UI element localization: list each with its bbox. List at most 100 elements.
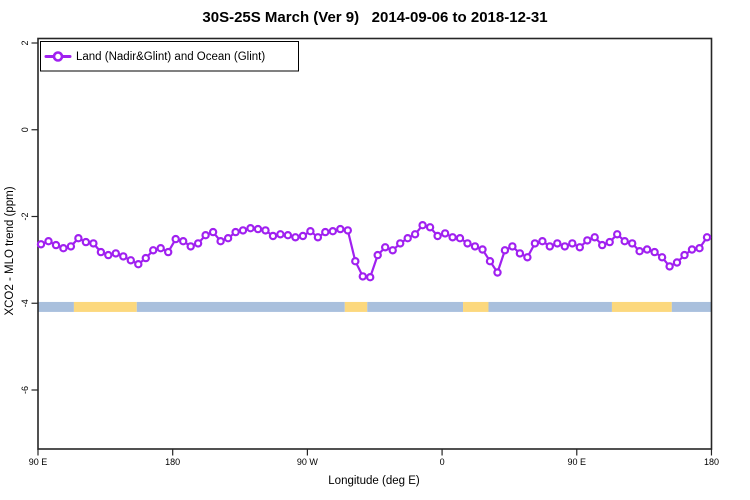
data-point-marker xyxy=(223,233,233,243)
data-point-marker xyxy=(553,239,562,248)
data-point-marker xyxy=(500,246,510,255)
data-point-marker xyxy=(687,245,697,254)
legend-marker-circle xyxy=(52,51,64,62)
y-tick-label: 2 xyxy=(20,40,30,45)
data-point-marker xyxy=(291,233,300,242)
data-point-marker xyxy=(268,231,278,241)
data-point-marker xyxy=(530,239,540,248)
data-point-marker xyxy=(261,226,270,235)
data-point-marker xyxy=(336,224,345,234)
data-point-marker xyxy=(96,247,106,257)
x-tick-label: 0 xyxy=(440,457,445,467)
data-point-marker xyxy=(81,237,91,247)
data-point-marker xyxy=(583,236,592,245)
data-point-marker xyxy=(141,253,150,263)
data-point-marker xyxy=(523,253,532,262)
data-point-marker xyxy=(403,233,412,243)
data-point-marker xyxy=(111,249,121,258)
data-point-marker xyxy=(463,239,472,248)
legend-box xyxy=(40,41,299,72)
data-point-marker xyxy=(246,223,255,233)
data-point-marker xyxy=(478,245,487,254)
data-point-marker xyxy=(343,226,352,235)
data-point-marker xyxy=(695,243,704,253)
y-tick-label: 0 xyxy=(20,127,30,132)
data-point-marker xyxy=(313,233,323,242)
data-point-marker xyxy=(448,233,457,242)
data-point-marker xyxy=(613,230,622,239)
data-point-marker xyxy=(418,220,427,230)
data-point-marker xyxy=(373,250,382,260)
data-point-marker xyxy=(66,242,76,251)
x-tick-label: 180 xyxy=(165,457,180,467)
data-point-marker xyxy=(598,240,607,250)
data-point-marker xyxy=(455,233,465,243)
surface-ocean-segment xyxy=(488,301,612,312)
data-point-marker xyxy=(425,223,435,232)
data-point-marker xyxy=(208,227,218,237)
data-point-marker xyxy=(568,239,577,248)
data-point-marker xyxy=(508,242,517,251)
surface-ocean-segment xyxy=(38,301,74,312)
data-point-marker xyxy=(156,243,165,253)
data-point-marker xyxy=(665,262,674,271)
data-point-marker xyxy=(134,260,143,269)
data-point-marker xyxy=(381,243,390,252)
data-series xyxy=(36,220,712,282)
data-point-marker xyxy=(351,257,360,266)
surface-land-segment xyxy=(344,301,368,312)
data-point-marker xyxy=(657,253,667,262)
data-point-marker xyxy=(186,242,195,251)
data-point-marker xyxy=(216,236,225,246)
data-point-marker xyxy=(642,245,652,254)
x-tick-label: 180 xyxy=(704,457,719,467)
y-tick-label: -6 xyxy=(20,386,30,394)
data-point-marker xyxy=(231,227,240,237)
data-point-marker xyxy=(148,246,158,255)
y-tick-label: -4 xyxy=(20,299,30,307)
x-tick-label: 90 E xyxy=(568,457,587,467)
data-point-marker xyxy=(515,249,525,258)
surface-land-segment xyxy=(73,301,137,312)
data-point-marker xyxy=(366,273,375,282)
chart-title: 30S-25S March (Ver 9) 2014-09-06 to 2018… xyxy=(202,9,548,26)
data-point-marker xyxy=(238,226,248,235)
data-point-marker xyxy=(163,247,173,257)
x-axis-title: Longitude (deg E) xyxy=(328,475,420,487)
data-point-marker xyxy=(388,246,397,255)
surface-strip xyxy=(38,301,712,312)
data-point-marker xyxy=(36,240,46,249)
data-point-marker xyxy=(628,239,637,248)
surface-ocean-segment xyxy=(136,301,345,312)
data-point-marker xyxy=(306,226,315,236)
x-tick-label: 90 E xyxy=(29,457,48,467)
data-point-marker xyxy=(545,242,555,251)
data-point-marker xyxy=(470,242,480,251)
data-point-marker xyxy=(605,237,614,247)
surface-land-segment xyxy=(463,301,489,312)
data-point-marker xyxy=(396,239,405,248)
data-point-marker xyxy=(253,224,263,234)
data-point-marker xyxy=(321,227,330,237)
data-point-marker xyxy=(672,258,682,267)
data-point-marker xyxy=(89,239,98,248)
y-axis-title: XCO2 - MLO trend (ppm) xyxy=(4,186,16,315)
data-point-marker xyxy=(298,231,308,241)
data-point-marker xyxy=(410,230,420,239)
data-point-marker xyxy=(560,242,570,251)
data-point-marker xyxy=(680,250,689,260)
surface-land-segment xyxy=(611,301,672,312)
data-point-marker xyxy=(44,236,53,246)
data-point-marker xyxy=(51,240,61,250)
legend: Land (Nadir&Glint) and Ocean (Glint) xyxy=(40,41,299,72)
data-point-marker xyxy=(126,256,136,265)
data-point-marker xyxy=(358,272,367,281)
data-point-marker xyxy=(283,230,293,240)
data-point-marker xyxy=(485,257,495,266)
data-point-marker xyxy=(433,231,442,241)
data-point-marker xyxy=(104,250,113,260)
data-point-marker xyxy=(635,246,644,256)
data-point-marker xyxy=(440,229,450,238)
